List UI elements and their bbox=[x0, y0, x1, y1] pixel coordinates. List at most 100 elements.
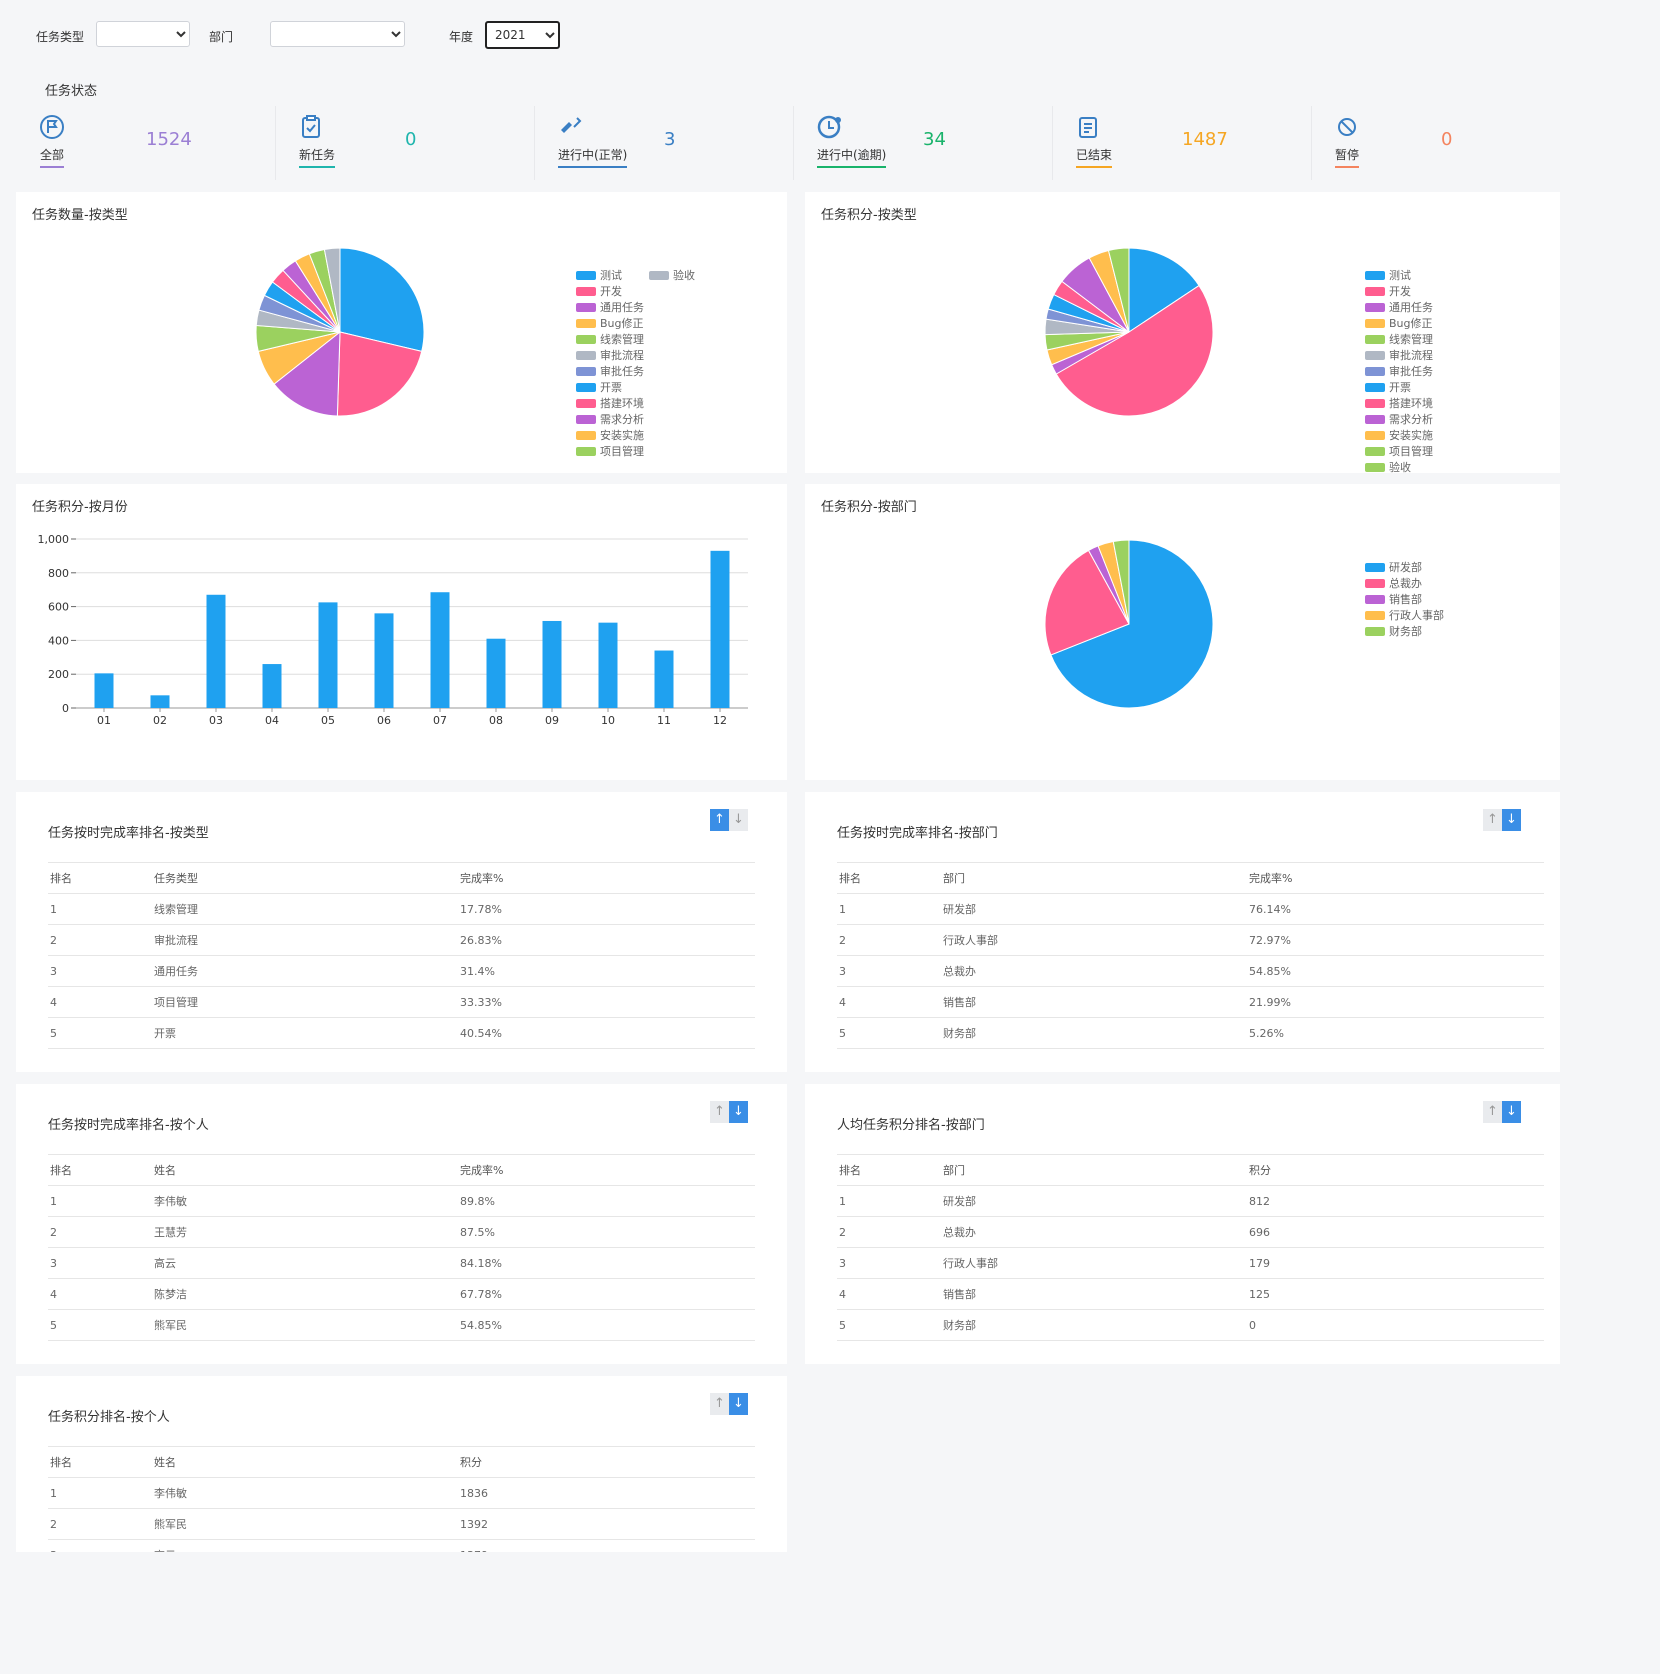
bar-02[interactable] bbox=[150, 695, 170, 708]
table-cell: 熊军民 bbox=[152, 1508, 458, 1540]
sort-desc-button[interactable]: ↓ bbox=[729, 809, 748, 831]
legend-item[interactable]: 审批流程 bbox=[576, 348, 756, 364]
legend-label: 财务部 bbox=[1389, 625, 1422, 638]
column-header: 排名 bbox=[48, 1154, 152, 1186]
legend-item[interactable]: 开票 bbox=[576, 380, 756, 396]
status-label[interactable]: 进行中(正常) bbox=[558, 148, 628, 162]
sort-asc-button[interactable]: ↑ bbox=[710, 1101, 729, 1123]
bar-09[interactable] bbox=[542, 620, 562, 708]
table-row: 5 财务部 0 bbox=[837, 1309, 1544, 1341]
table-cell: 财务部 bbox=[941, 1309, 1247, 1341]
dept-select[interactable] bbox=[270, 21, 405, 47]
status-underline bbox=[1076, 166, 1112, 168]
status-underline bbox=[299, 166, 335, 168]
legend-item[interactable]: 项目管理 bbox=[576, 444, 756, 460]
legend-item[interactable]: 开票 bbox=[1365, 380, 1485, 396]
sort-asc-button[interactable]: ↑ bbox=[710, 809, 729, 831]
legend-item[interactable]: 行政人事部 bbox=[1365, 608, 1485, 624]
sort-desc-button[interactable]: ↓ bbox=[1502, 1101, 1521, 1123]
table-cell: 2 bbox=[48, 1216, 152, 1248]
sort-desc-button[interactable]: ↓ bbox=[1502, 809, 1521, 831]
sort-desc-button[interactable]: ↓ bbox=[729, 1101, 748, 1123]
legend-item[interactable]: 审批任务 bbox=[1365, 364, 1485, 380]
bar-07[interactable] bbox=[430, 592, 450, 708]
legend-swatch bbox=[1365, 463, 1385, 472]
year-select[interactable]: 2021 bbox=[485, 21, 560, 49]
bar-08[interactable] bbox=[486, 638, 506, 708]
card-points-by-type: 任务积分-按类型 测试 开发 通用任务 Bug修正 线索管理 审批流程 审批任务 开票 搭建环境… bbox=[805, 192, 1560, 476]
legend-swatch bbox=[1365, 563, 1385, 572]
bar-12[interactable] bbox=[710, 550, 730, 708]
table-cell: 89.8% bbox=[458, 1185, 755, 1217]
status-label[interactable]: 全部 bbox=[40, 148, 65, 162]
legend-item[interactable]: 销售部 bbox=[1365, 592, 1485, 608]
legend-item[interactable]: Bug修正 bbox=[576, 316, 756, 332]
bar-06[interactable] bbox=[374, 613, 394, 708]
legend-label: 开发 bbox=[1389, 285, 1411, 298]
column-header: 排名 bbox=[48, 862, 152, 894]
legend-item[interactable]: 财务部 bbox=[1365, 624, 1485, 640]
pie-slice-测试[interactable] bbox=[339, 247, 425, 353]
legend-item[interactable]: 开发 bbox=[1365, 284, 1485, 300]
bar-10[interactable] bbox=[598, 622, 618, 708]
legend-item[interactable]: 测试 bbox=[1365, 268, 1485, 284]
ranking-card-avg-points-by-dept: 人均任务积分排名-按部门 ↑ ↓ 排名 部门 积分 1 研发部 812 2 总裁办 696 3 行政人事部… bbox=[805, 1084, 1560, 1364]
bar-11[interactable] bbox=[654, 650, 674, 708]
sort-asc-button[interactable]: ↑ bbox=[1483, 1101, 1502, 1123]
legend-item[interactable]: 线索管理 bbox=[1365, 332, 1485, 348]
legend-item[interactable]: 测试 bbox=[576, 268, 756, 284]
task-type-select[interactable] bbox=[96, 21, 190, 47]
pie-slice-总裁办[interactable] bbox=[1044, 549, 1130, 656]
status-count: 0 bbox=[405, 129, 417, 150]
bar-03[interactable] bbox=[206, 594, 226, 708]
legend-label: 项目管理 bbox=[600, 445, 644, 458]
legend-item[interactable]: 搭建环境 bbox=[1365, 396, 1485, 412]
legend-item[interactable]: 总裁办 bbox=[1365, 576, 1485, 592]
status-label[interactable]: 暂停 bbox=[1335, 148, 1360, 162]
pie-slice-财务部[interactable] bbox=[1112, 539, 1130, 625]
status-label[interactable]: 已结束 bbox=[1076, 148, 1113, 162]
legend-item[interactable]: 搭建环境 bbox=[576, 396, 756, 412]
legend-item[interactable]: 安装实施 bbox=[576, 428, 756, 444]
sort-asc-button[interactable]: ↑ bbox=[710, 1393, 729, 1415]
legend-item[interactable]: 验收 bbox=[1365, 460, 1485, 476]
legend-item[interactable]: 需求分析 bbox=[576, 412, 756, 428]
bar-04[interactable] bbox=[262, 664, 282, 708]
legend-item[interactable]: 审批任务 bbox=[576, 364, 756, 380]
pie-slice-开发[interactable] bbox=[336, 331, 423, 417]
legend-item[interactable]: 线索管理 bbox=[576, 332, 756, 348]
x-tick-label: 01 bbox=[97, 714, 111, 727]
table-cell: 1379 bbox=[458, 1539, 755, 1552]
legend-item[interactable]: 通用任务 bbox=[1365, 300, 1485, 316]
status-count: 0 bbox=[1441, 129, 1453, 150]
legend-item[interactable]: 验收 bbox=[649, 268, 695, 284]
table-cell: 1392 bbox=[458, 1508, 755, 1540]
status-label[interactable]: 进行中(逾期) bbox=[817, 148, 887, 162]
legend-item[interactable]: 研发部 bbox=[1365, 560, 1485, 576]
status-label[interactable]: 新任务 bbox=[299, 148, 336, 162]
bar-05[interactable] bbox=[318, 602, 338, 708]
table-row: 4 陈梦洁 67.78% bbox=[48, 1278, 755, 1310]
column-header: 完成率% bbox=[458, 862, 755, 894]
legend-item[interactable]: Bug修正 bbox=[1365, 316, 1485, 332]
pie-slice-验收[interactable] bbox=[323, 247, 341, 333]
legend-item[interactable]: 需求分析 bbox=[1365, 412, 1485, 428]
sort-asc-button[interactable]: ↑ bbox=[1483, 809, 1502, 831]
legend-item[interactable]: 通用任务 bbox=[576, 300, 756, 316]
pie-slice-通用任务[interactable] bbox=[273, 330, 341, 417]
pie-slice-项目管理[interactable] bbox=[1107, 247, 1130, 333]
pie-slice-测试[interactable] bbox=[1128, 247, 1200, 333]
legend-item[interactable]: 开发 bbox=[576, 284, 756, 300]
table-cell: 33.33% bbox=[458, 986, 755, 1018]
sort-desc-button[interactable]: ↓ bbox=[729, 1393, 748, 1415]
x-tick-label: 03 bbox=[209, 714, 223, 727]
x-tick-label: 04 bbox=[265, 714, 279, 727]
bar-01[interactable] bbox=[94, 673, 114, 708]
table-cell: 开票 bbox=[152, 1017, 458, 1049]
legend-item[interactable]: 安装实施 bbox=[1365, 428, 1485, 444]
legend-item[interactable]: 项目管理 bbox=[1365, 444, 1485, 460]
pie-slice-开发[interactable] bbox=[1055, 284, 1214, 417]
legend-label: 审批任务 bbox=[600, 365, 644, 378]
legend-item[interactable]: 审批流程 bbox=[1365, 348, 1485, 364]
pie-slice-研发部[interactable] bbox=[1050, 539, 1214, 709]
